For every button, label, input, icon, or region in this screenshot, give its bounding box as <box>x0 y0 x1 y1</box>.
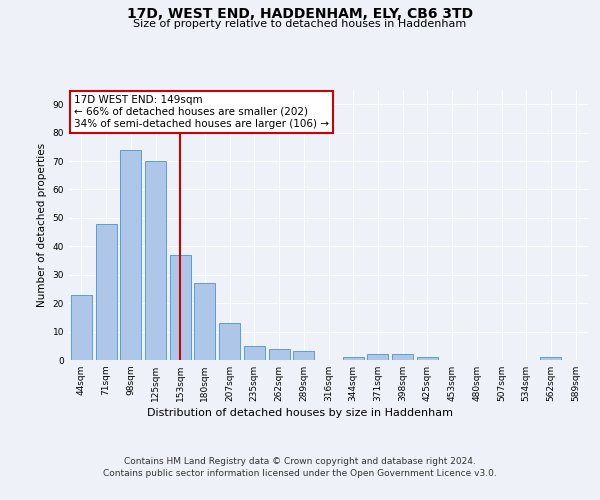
Bar <box>71 294 92 360</box>
Bar <box>392 354 413 360</box>
Bar <box>170 255 191 360</box>
Bar <box>145 161 166 360</box>
Text: 17D, WEST END, HADDENHAM, ELY, CB6 3TD: 17D, WEST END, HADDENHAM, ELY, CB6 3TD <box>127 8 473 22</box>
Bar <box>417 357 438 360</box>
Text: Contains HM Land Registry data © Crown copyright and database right 2024.: Contains HM Land Registry data © Crown c… <box>124 458 476 466</box>
Bar <box>541 357 562 360</box>
Text: Size of property relative to detached houses in Haddenham: Size of property relative to detached ho… <box>133 19 467 29</box>
Bar <box>367 354 388 360</box>
Bar <box>269 348 290 360</box>
Y-axis label: Number of detached properties: Number of detached properties <box>37 143 47 307</box>
Bar <box>343 357 364 360</box>
Bar <box>244 346 265 360</box>
Bar <box>293 352 314 360</box>
Bar <box>120 150 141 360</box>
Bar <box>95 224 116 360</box>
Bar <box>219 323 240 360</box>
Bar <box>194 284 215 360</box>
Text: Contains public sector information licensed under the Open Government Licence v3: Contains public sector information licen… <box>103 469 497 478</box>
Text: 17D WEST END: 149sqm
← 66% of detached houses are smaller (202)
34% of semi-deta: 17D WEST END: 149sqm ← 66% of detached h… <box>74 96 329 128</box>
Text: Distribution of detached houses by size in Haddenham: Distribution of detached houses by size … <box>147 408 453 418</box>
